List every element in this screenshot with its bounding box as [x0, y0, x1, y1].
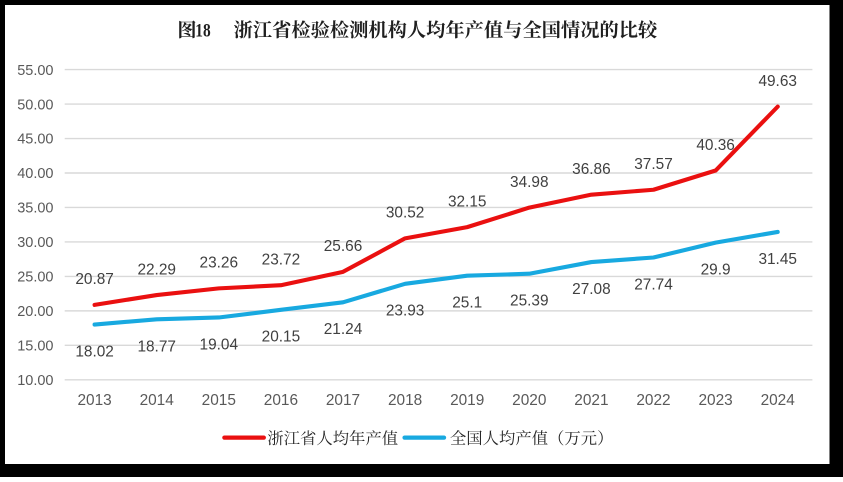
svg-text:2018: 2018 [388, 392, 422, 409]
svg-text:25.66: 25.66 [324, 238, 363, 255]
svg-text:2024: 2024 [761, 392, 796, 409]
svg-text:2015: 2015 [202, 392, 236, 409]
svg-text:45.00: 45.00 [17, 132, 53, 148]
svg-text:18: 18 [195, 21, 210, 42]
svg-text:25.1: 25.1 [452, 295, 482, 312]
svg-text:25.00: 25.00 [17, 270, 53, 286]
svg-text:34.98: 34.98 [510, 174, 549, 191]
svg-text:20.00: 20.00 [17, 304, 53, 320]
svg-text:20.15: 20.15 [262, 329, 301, 346]
svg-text:25.39: 25.39 [510, 293, 549, 310]
svg-text:23.93: 23.93 [386, 303, 425, 320]
svg-text:18.77: 18.77 [137, 338, 176, 355]
svg-text:35.00: 35.00 [17, 201, 53, 217]
svg-text:50.00: 50.00 [17, 97, 53, 113]
svg-text:27.08: 27.08 [572, 281, 611, 298]
svg-text:30.00: 30.00 [17, 235, 53, 251]
svg-text:23.72: 23.72 [262, 252, 301, 269]
svg-text:30.52: 30.52 [386, 205, 425, 222]
svg-text:32.15: 32.15 [448, 193, 487, 210]
svg-text:31.45: 31.45 [758, 251, 797, 268]
svg-text:29.9: 29.9 [701, 262, 731, 279]
svg-text:40.00: 40.00 [17, 166, 53, 182]
svg-text:55.00: 55.00 [17, 63, 53, 79]
svg-text:2016: 2016 [264, 392, 298, 409]
svg-text:21.24: 21.24 [324, 321, 363, 338]
svg-text:27.74: 27.74 [634, 276, 673, 293]
svg-text:2013: 2013 [77, 392, 111, 409]
svg-text:2020: 2020 [512, 392, 546, 409]
svg-text:36.86: 36.86 [572, 161, 611, 178]
svg-text:40.36: 40.36 [696, 137, 735, 154]
svg-text:18.02: 18.02 [75, 343, 114, 360]
svg-text:37.57: 37.57 [634, 156, 673, 173]
svg-text:20.87: 20.87 [75, 271, 114, 288]
svg-text:19.04: 19.04 [200, 336, 239, 353]
svg-text:2014: 2014 [140, 392, 175, 409]
svg-text:49.63: 49.63 [758, 73, 797, 90]
svg-text:2021: 2021 [574, 392, 608, 409]
svg-text:23.26: 23.26 [200, 255, 239, 272]
svg-text:2023: 2023 [698, 392, 732, 409]
svg-text:2017: 2017 [326, 392, 360, 409]
svg-text:10.00: 10.00 [17, 373, 53, 389]
svg-text:15.00: 15.00 [17, 339, 53, 355]
svg-text:2022: 2022 [636, 392, 670, 409]
svg-text:2019: 2019 [450, 392, 484, 409]
svg-text:22.29: 22.29 [137, 261, 176, 278]
